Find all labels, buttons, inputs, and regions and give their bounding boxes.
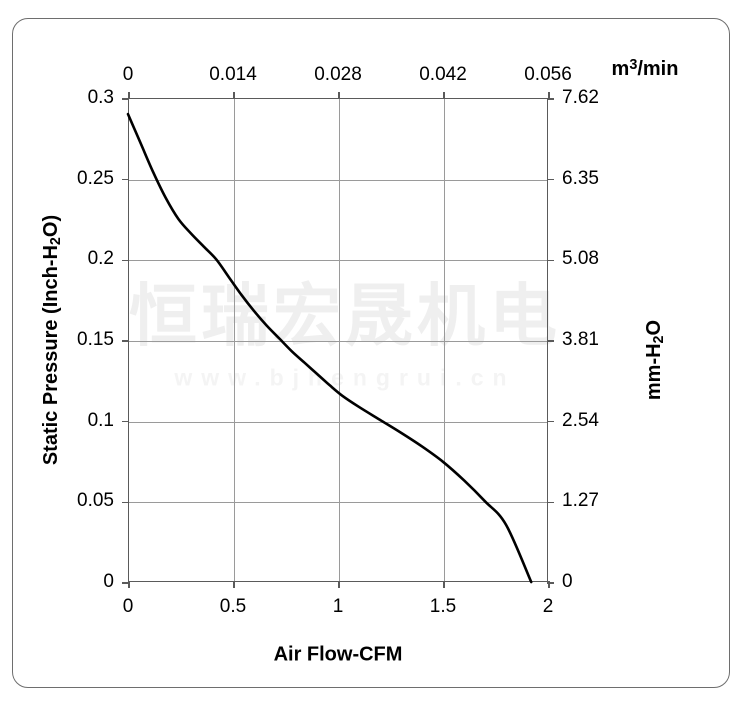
tick-left [122,420,129,423]
x-axis-bottom-tick-label: 0 [122,596,134,617]
y-axis-left-tick-label: 0 [103,571,114,592]
tick-right [547,501,554,504]
tick-right [547,582,554,584]
tick-right [547,259,554,262]
y-axis-left-tick-label: 0.05 [77,490,114,512]
gridline-horizontal [129,341,547,342]
x-axis-top-title-sup: 3 [629,56,638,73]
y-axis-left-tick-label: 0.25 [77,167,114,189]
tick-left [122,178,129,181]
x-axis-bottom-tick-label: 1 [332,596,344,617]
y-axis-right-tick-label: 1.27 [562,490,599,512]
y-axis-right-tick-label: 2.54 [562,409,599,431]
x-axis-top-tick-label: 0 [122,64,134,85]
gridline-vertical [234,99,235,581]
tick-bottom [128,581,130,588]
y-axis-right-tick-label: 6.35 [562,167,599,189]
tick-left [122,582,129,584]
gridline-vertical [339,99,340,581]
y-axis-right-tick-label: 5.08 [562,248,599,270]
plot-area [122,92,554,588]
y-axis-right-title-pre: mm-H [642,343,665,401]
x-axis-top-title-pre: m [611,58,630,81]
y-axis-left-title-post: O) [39,214,62,238]
tick-right [547,340,554,342]
tick-bottom [338,581,340,588]
tick-right [547,178,554,181]
tick-left [122,259,129,262]
gridline-horizontal [129,179,547,181]
tick-left [122,340,129,342]
tick-top [338,92,340,99]
y-axis-left-tick-label: 0.2 [87,248,114,270]
gridline-horizontal [129,421,547,423]
gridline-horizontal [129,502,547,504]
x-axis-bottom-tick-label: 2 [542,596,554,617]
tick-bottom [548,581,550,588]
y-axis-left-title-pre: Static Pressure (Inch-H [39,245,62,466]
x-axis-top-tick-label: 0.056 [524,64,572,85]
y-axis-right-title: mm-H2O [643,320,667,400]
data-curve-svg [128,98,548,582]
x-axis-top-title-post: /min [637,58,679,81]
tick-top [548,92,550,99]
y-axis-left-tick-label: 0.1 [87,409,114,431]
tick-top [128,92,130,99]
gridline-vertical [444,99,445,581]
y-axis-left-tick-label: 0.3 [87,87,114,108]
tick-bottom [233,581,235,588]
tick-right [547,98,554,100]
static-pressure-curve [128,114,531,582]
tick-bottom [443,581,445,588]
tick-right [547,420,554,423]
x-axis-bottom-title: Air Flow-CFM [273,643,403,666]
y-axis-right-title-post: O [642,319,665,336]
x-axis-bottom-tick-label: 0.5 [219,596,247,617]
tick-left [122,98,129,100]
tick-left [122,501,129,504]
y-axis-left-title-sub: 2 [48,237,65,246]
x-axis-top-tick-label: 0.028 [314,64,362,85]
x-axis-top-tick-label: 0.014 [209,64,257,85]
x-axis-bottom-tick-label: 1.5 [429,596,457,617]
y-axis-right-tick-label: 0 [562,571,573,592]
outer-frame [12,18,730,688]
y-axis-right-title-sub: 2 [651,335,668,344]
gridline-horizontal [129,260,547,262]
tick-top [443,92,445,99]
y-axis-right-tick-label: 3.81 [562,329,599,350]
x-axis-top-tick-label: 0.042 [419,64,467,85]
y-axis-left-tick-label: 0.15 [77,329,114,350]
tick-top [233,92,235,99]
y-axis-right-tick-label: 7.62 [562,87,599,108]
x-axis-top-title: m3/min [612,57,679,81]
